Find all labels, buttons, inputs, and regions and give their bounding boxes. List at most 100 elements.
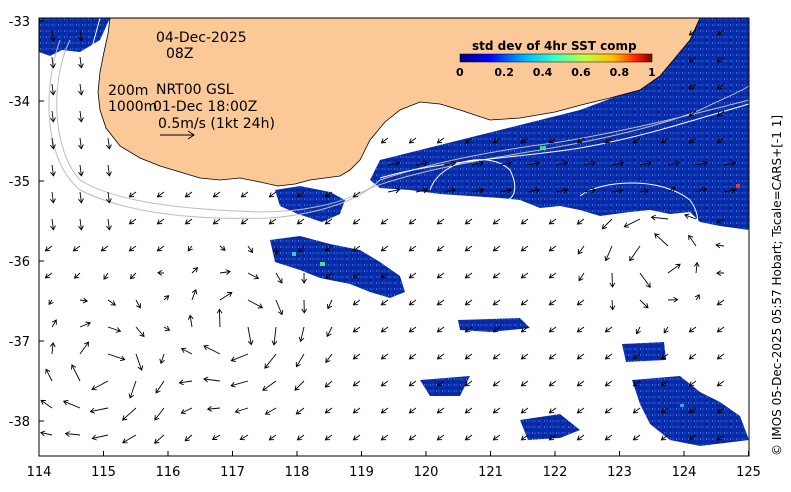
current-arrow	[230, 380, 249, 388]
current-arrow	[78, 83, 84, 96]
current-arrow	[273, 245, 280, 255]
current-arrow	[695, 160, 709, 167]
current-arrow	[471, 160, 485, 167]
current-arrow	[716, 218, 725, 224]
current-arrow	[693, 261, 700, 274]
current-arrow	[492, 137, 501, 144]
sst-warm-pixels	[292, 146, 740, 407]
current-arrow	[716, 270, 725, 276]
current-arrow	[268, 434, 277, 441]
current-arrow	[184, 434, 193, 442]
current-arrow	[239, 434, 249, 441]
current-arrow	[629, 245, 641, 262]
current-arrow	[78, 110, 84, 123]
current-arrow	[716, 29, 725, 36]
x-tick-label: 120	[414, 465, 439, 480]
current-arrow	[187, 314, 194, 328]
date-label: 04-Dec-2025	[156, 30, 247, 46]
current-arrow	[79, 341, 89, 355]
current-arrow	[548, 218, 557, 225]
x-tick-label: 121	[478, 465, 503, 480]
current-arrow	[326, 326, 333, 338]
current-arrow	[157, 270, 165, 276]
current-arrow	[576, 326, 585, 333]
current-arrow	[604, 380, 613, 387]
current-arrow	[107, 326, 122, 333]
current-arrow	[527, 160, 541, 167]
current-arrow	[324, 434, 333, 441]
current-arrow	[163, 295, 170, 301]
current-arrow	[464, 218, 473, 225]
current-arrow	[324, 245, 333, 252]
current-arrow	[632, 353, 641, 360]
current-arrow	[295, 353, 305, 368]
current-arrow	[380, 137, 389, 144]
sst-patch-central	[270, 236, 405, 298]
current-arrow	[520, 218, 529, 225]
current-arrow	[129, 272, 137, 280]
product-label: NRT00 GSL	[156, 82, 234, 98]
current-arrow	[548, 407, 557, 414]
current-arrow	[325, 272, 333, 280]
current-arrow	[298, 245, 305, 253]
y-tick-label: -37	[9, 335, 30, 350]
current-arrow	[212, 191, 221, 198]
current-arrow	[156, 191, 165, 198]
current-arrow	[548, 245, 557, 252]
current-arrow	[604, 434, 613, 441]
x-tick-label: 115	[91, 465, 116, 480]
current-arrow	[716, 83, 725, 90]
current-arrow	[464, 353, 473, 360]
x-tick-label: 117	[220, 465, 245, 480]
current-arrow	[464, 245, 473, 252]
current-arrow	[212, 218, 221, 225]
current-arrow	[632, 137, 641, 144]
current-arrow	[159, 353, 165, 365]
current-arrow	[163, 325, 171, 331]
current-arrow	[609, 299, 616, 311]
current-arrow	[301, 299, 308, 314]
current-arrow	[576, 407, 585, 414]
current-arrow	[716, 380, 725, 387]
y-tick-label: -33	[9, 15, 30, 30]
current-arrow	[78, 191, 84, 204]
current-arrow	[180, 407, 193, 415]
current-arrow	[73, 272, 81, 279]
current-arrow	[380, 326, 389, 333]
current-arrow	[688, 110, 697, 117]
current-arrow	[660, 407, 669, 414]
current-arrow	[106, 191, 112, 204]
current-arrow	[639, 188, 649, 195]
current-arrow	[106, 137, 112, 150]
current-arrow	[295, 407, 305, 415]
current-arrow	[206, 406, 221, 412]
current-arrow	[408, 245, 417, 252]
current-arrow	[184, 191, 193, 198]
sst-coverage-west	[39, 18, 110, 56]
current-arrow	[688, 353, 697, 360]
x-axis: 114 115 116 117 118 119 120 121 122 123 124 125	[27, 451, 761, 480]
current-arrow	[240, 191, 249, 198]
current-arrow	[203, 376, 221, 383]
current-arrow	[191, 289, 198, 301]
current-arrow	[380, 353, 389, 360]
current-arrow	[548, 299, 557, 306]
colorbar-tick-label: 0.2	[494, 66, 514, 79]
current-arrow	[408, 299, 417, 306]
current-arrow	[50, 191, 56, 204]
current-arrow	[576, 218, 585, 225]
current-arrow	[464, 434, 473, 441]
current-arrow	[408, 380, 417, 387]
current-arrow	[380, 299, 389, 306]
current-arrow	[387, 187, 401, 194]
current-arrow	[694, 294, 700, 301]
current-arrow	[660, 353, 669, 360]
current-arrow	[296, 218, 305, 225]
current-arrow	[660, 434, 669, 441]
current-arrow	[688, 83, 697, 90]
current-arrow	[135, 299, 142, 309]
y-tick-label: -34	[9, 95, 30, 110]
current-arrow	[436, 353, 445, 360]
current-arrow	[62, 399, 81, 409]
current-arrow	[352, 434, 361, 441]
